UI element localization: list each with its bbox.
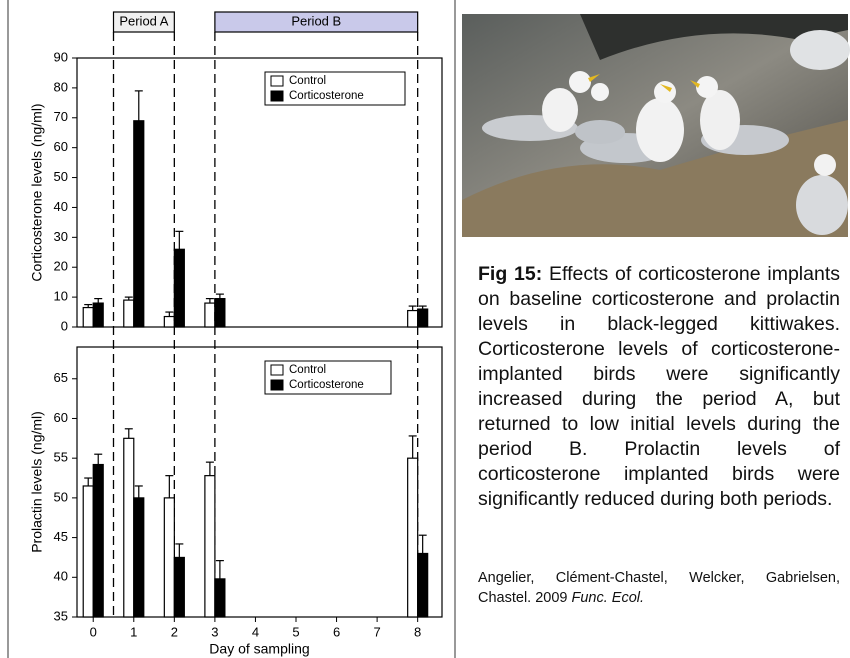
error-bar <box>84 477 93 486</box>
error-bar <box>205 298 214 304</box>
bar <box>407 457 419 618</box>
y-tick-label: 40 <box>54 199 68 214</box>
x-axis-label: Day of sampling <box>209 641 309 657</box>
bar <box>173 556 185 618</box>
period-box <box>112 11 175 33</box>
y-tick-label: 70 <box>54 109 68 124</box>
bar <box>417 308 429 328</box>
error-bar <box>205 461 214 476</box>
legend-label: Corticosterone <box>289 379 364 391</box>
bar <box>82 485 94 618</box>
bar <box>82 306 94 328</box>
legend-label: Control <box>289 364 326 376</box>
photo <box>462 14 850 237</box>
bar <box>407 309 419 328</box>
y-axis-label: Prolactin levels (ng/ml) <box>29 411 45 553</box>
bar <box>123 437 135 618</box>
period-label: Period B <box>291 13 341 28</box>
error-bar <box>175 230 184 250</box>
bar <box>204 475 216 618</box>
error-bar <box>94 298 103 304</box>
x-tick-label: 1 <box>130 624 137 639</box>
x-tick-label: 8 <box>414 624 421 639</box>
x-tick-label: 4 <box>252 624 259 639</box>
y-tick-label: 90 <box>54 49 68 64</box>
error-bar <box>408 435 417 459</box>
caption: Fig 15: Effects of corticosterone implan… <box>478 262 840 512</box>
plot-frame <box>76 346 443 618</box>
bar <box>163 497 175 618</box>
legend-swatch <box>270 90 284 102</box>
error-bar <box>215 560 224 579</box>
bar <box>214 298 226 328</box>
legend-frame <box>264 71 406 106</box>
bar <box>214 578 226 618</box>
legend-swatch <box>270 379 284 391</box>
error-bar <box>134 485 143 498</box>
bar <box>92 302 104 328</box>
x-tick-label: 3 <box>211 624 218 639</box>
caption-label: Fig 15: <box>478 263 543 285</box>
legend: Control Corticosterone <box>264 360 392 395</box>
error-bar <box>165 475 174 498</box>
error-bar <box>124 296 133 301</box>
error-bar <box>94 453 103 465</box>
x-tick-label: 5 <box>292 624 299 639</box>
legend-swatch <box>270 364 284 376</box>
y-tick-label: 45 <box>54 529 68 544</box>
y-tick-label: 55 <box>54 450 68 465</box>
error-bar <box>175 543 184 558</box>
plot-frame <box>76 57 443 328</box>
bar <box>123 299 135 328</box>
error-bar <box>418 534 427 554</box>
citation: Angelier, Clément-Chastel, Welcker, Gabr… <box>478 568 840 608</box>
bar <box>92 463 104 618</box>
error-bar <box>84 303 93 308</box>
legend: Control Corticosterone <box>264 71 406 106</box>
x-tick-label: 2 <box>171 624 178 639</box>
error-bar <box>418 305 427 310</box>
y-tick-label: 35 <box>54 608 68 623</box>
y-axis-label: Corticosterone levels (ng/ml) <box>29 103 45 281</box>
error-bar <box>124 428 133 439</box>
error-bar <box>165 311 174 317</box>
y-tick-label: 80 <box>54 79 68 94</box>
legend-label: Corticosterone <box>289 90 364 102</box>
x-tick-label: 0 <box>90 624 97 639</box>
period-label: Period A <box>119 13 168 28</box>
y-tick-label: 50 <box>54 489 68 504</box>
legend-swatch <box>270 75 284 87</box>
period-box <box>214 11 419 33</box>
legend-label: Control <box>289 75 326 87</box>
y-tick-label: 60 <box>54 410 68 425</box>
error-bar <box>134 90 143 121</box>
error-bar <box>215 293 224 299</box>
y-tick-label: 0 <box>61 318 68 333</box>
x-tick-label: 6 <box>333 624 340 639</box>
y-tick-label: 40 <box>54 569 68 584</box>
y-tick-label: 20 <box>54 259 68 274</box>
caption-text: Effects of corticosterone implants on ba… <box>478 263 840 510</box>
bar <box>204 302 216 328</box>
y-tick-label: 50 <box>54 169 68 184</box>
bar <box>133 120 145 328</box>
bar <box>173 248 185 328</box>
citation-journal: Func. Ecol. <box>571 590 645 606</box>
error-bar <box>408 305 417 311</box>
bar <box>163 315 175 328</box>
citation-authors: Angelier, Clément-Chastel, Welcker, Gabr… <box>478 570 840 606</box>
y-tick-label: 10 <box>54 289 68 304</box>
y-tick-label: 30 <box>54 229 68 244</box>
bar <box>133 497 145 618</box>
x-tick-label: 7 <box>373 624 380 639</box>
bar <box>417 552 429 618</box>
y-tick-label: 60 <box>54 139 68 154</box>
legend-frame <box>264 360 392 395</box>
y-tick-label: 65 <box>54 370 68 385</box>
